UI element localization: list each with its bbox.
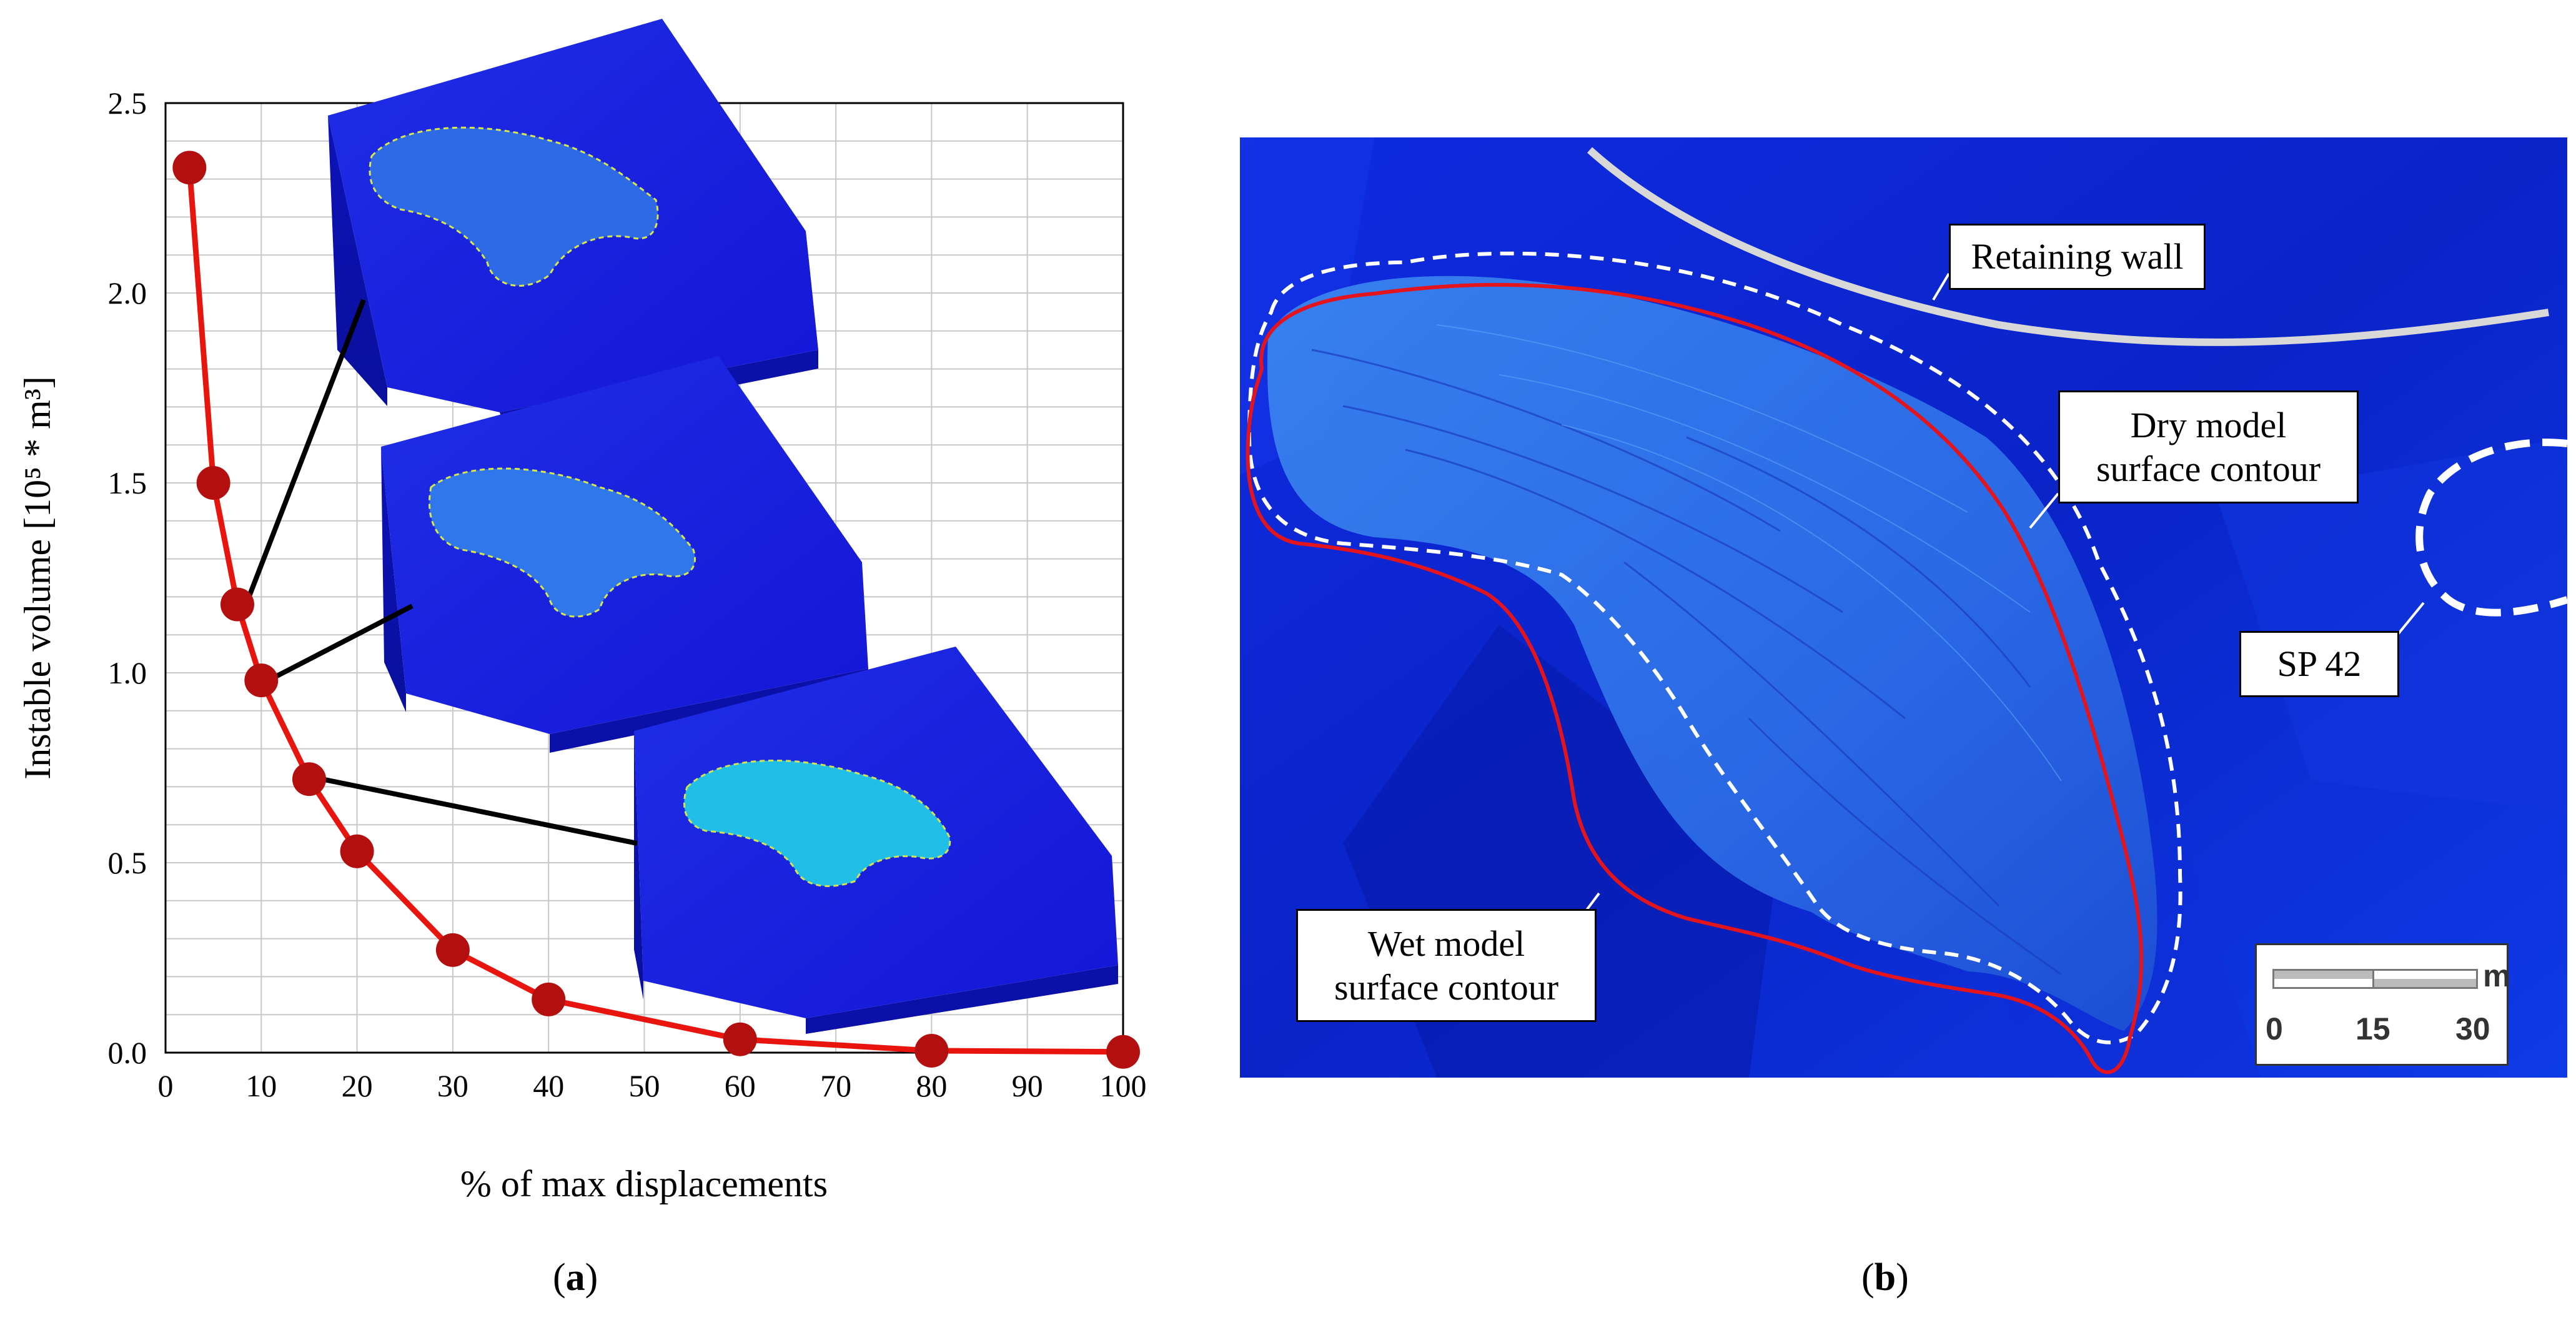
y-axis-title: Instable volume [10⁵ * m³]: [17, 376, 58, 779]
wet-model-label: Wet model surface contour: [1296, 909, 1597, 1022]
wet-model-contour: [1246, 282, 2144, 1074]
dry-model-contour: [1247, 251, 2182, 1045]
y-tick-labels: 0.0 0.5 1.0 1.5 2.0 2.5: [108, 86, 147, 1070]
series-points: [172, 151, 1140, 1069]
scale-tick-0: 0: [2266, 1011, 2283, 1046]
data-point: [196, 466, 230, 500]
y-tick-label: 1.0: [108, 655, 147, 690]
data-point: [723, 1022, 757, 1056]
y-tick-label: 2.5: [108, 86, 147, 121]
x-tick-label: 70: [820, 1068, 851, 1103]
y-tick-label: 0.5: [108, 845, 147, 880]
y-tick-label: 0.0: [108, 1035, 147, 1070]
x-tick-labels: 0 10 20 30 40 50 60 70 80 90 100: [158, 1068, 1147, 1103]
x-tick-label: 100: [1100, 1068, 1147, 1103]
x-tick-label: 50: [629, 1068, 660, 1103]
data-point: [914, 1033, 949, 1068]
retaining-wall-label: Retaining wall: [1949, 224, 2206, 290]
sp42-label: SP 42: [2239, 631, 2399, 697]
data-point: [220, 587, 254, 622]
caption-b-letter: b: [1874, 1256, 1896, 1299]
retaining-wall: [1587, 147, 2549, 346]
x-tick-label: 80: [916, 1068, 947, 1103]
dry-model-text-2: surface contour: [2096, 448, 2321, 489]
x-tick-label: 0: [158, 1068, 174, 1103]
data-point: [172, 151, 207, 185]
scale-unit: m: [2483, 958, 2511, 993]
scale-tick-15: 15: [2356, 1011, 2390, 1046]
scale-bar: m 0 15 30: [2255, 943, 2511, 1066]
y-tick-label: 2.0: [108, 275, 147, 310]
y-tick-label: 1.5: [108, 465, 147, 500]
x-tick-label: 10: [245, 1068, 277, 1103]
data-point: [1106, 1035, 1140, 1069]
caption-a-letter: a: [565, 1256, 585, 1299]
x-tick-label: 90: [1012, 1068, 1043, 1103]
x-tick-label: 40: [533, 1068, 564, 1103]
wet-model-text-2: surface contour: [1334, 966, 1559, 1008]
data-point: [244, 663, 279, 698]
data-point: [435, 933, 470, 967]
leader-lines: [243, 299, 638, 846]
sp42-text: SP 42: [2277, 643, 2362, 684]
scale-tick-30: 30: [2455, 1011, 2490, 1046]
caption-a: (a): [553, 1256, 598, 1299]
wet-model-text-1: Wet model: [1367, 923, 1525, 964]
scale-bar-graphic-2: [2372, 969, 2478, 989]
dry-model-label: Dry model surface contour: [2058, 390, 2359, 504]
x-tick-label: 30: [437, 1068, 468, 1103]
retaining-wall-text: Retaining wall: [1971, 236, 2184, 277]
inset-block-middle: [381, 356, 868, 753]
data-point: [340, 834, 374, 868]
x-tick-label: 20: [342, 1068, 373, 1103]
dry-model-text-1: Dry model: [2130, 404, 2287, 445]
data-point: [292, 762, 326, 796]
sp42-contour: [2415, 439, 2569, 617]
data-point: [532, 982, 566, 1016]
inset-block-bottom: [634, 647, 1118, 1034]
x-tick-label: 60: [725, 1068, 756, 1103]
inset-block-top: [328, 19, 818, 431]
caption-b: (b): [1861, 1256, 1909, 1299]
x-axis-title: % of max displacements: [460, 1163, 828, 1204]
